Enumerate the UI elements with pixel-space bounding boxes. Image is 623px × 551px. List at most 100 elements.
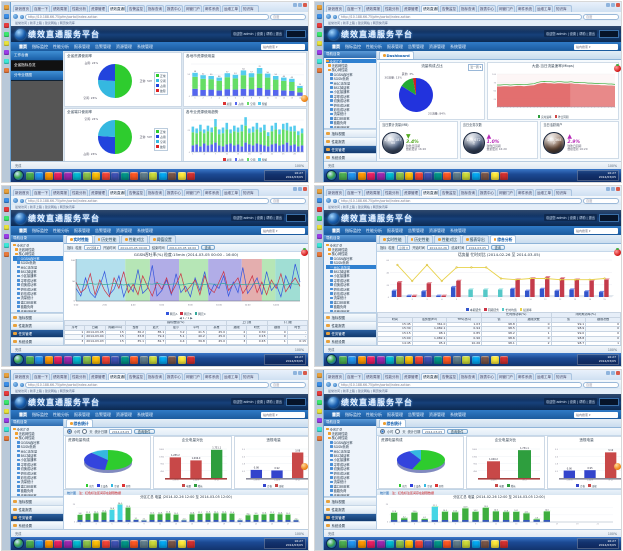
nav-item[interactable]: 首页 (19, 411, 27, 417)
taskbar-app-icon[interactable] (149, 539, 157, 548)
nav-search-select[interactable]: 站内搜索 ▾ (261, 411, 305, 418)
start-date-input[interactable]: 2014-02-26 (426, 245, 450, 250)
url-input[interactable]: http://10.188.66.75/pfm/portal/index.act… (338, 13, 582, 20)
tree-item[interactable]: 短信成功率 (13, 471, 63, 475)
bookmarks-bar[interactable]: 最常访问 | 新手上路 | 建议网站 | 网页快讯库 (11, 389, 308, 394)
bookmarks-bar[interactable]: 最常访问 | 新手上路 | 建议网站 | 网页快讯库 (11, 21, 308, 26)
tree-item[interactable]: 端口利用率 (326, 300, 376, 304)
content-tab[interactable]: 综合分析 (489, 235, 517, 243)
close-button[interactable] (303, 187, 307, 191)
taskbar-app-icon[interactable] (433, 539, 442, 548)
taskbar-app-icon[interactable] (405, 171, 413, 180)
sidebar-footer-item[interactable]: 指标视图 (324, 313, 376, 321)
browser-tab[interactable]: 新浪首页 (326, 5, 344, 12)
tree-item[interactable]: 全省汇总 (13, 243, 63, 247)
start-date-input[interactable]: 2014-03-05 00:00 (117, 245, 150, 250)
browser-tab[interactable]: 网管门户 (497, 373, 515, 380)
desktop-icon[interactable] (316, 41, 322, 46)
taskbar-app-icon[interactable] (111, 355, 119, 364)
taskbar-app-icon[interactable] (54, 355, 62, 364)
tree-item[interactable]: SGSN负荷 (326, 77, 376, 81)
browser-tab[interactable]: 资源管理 (402, 373, 420, 380)
desktop-icon[interactable] (3, 234, 9, 239)
browser-tab[interactable]: 报表中心 (478, 189, 496, 196)
nav-item[interactable]: 首页 (19, 227, 27, 233)
desktop-icon[interactable] (316, 252, 322, 257)
taskbar-app-icon[interactable] (433, 355, 442, 364)
sidebar-footer-item[interactable]: 系统设置 (11, 521, 63, 529)
tree-item[interactable]: 核心网性能 (13, 252, 63, 256)
nav-item[interactable]: 指标监控 (345, 227, 361, 233)
tree-item[interactable]: 流量统计 (326, 296, 376, 300)
taskbar-app-icon[interactable] (187, 355, 195, 364)
desktop-icon[interactable] (316, 216, 322, 221)
nav-search-select[interactable]: 站内搜索 ▾ (261, 43, 305, 50)
browser-tab[interactable]: 运维工单 (535, 373, 553, 380)
browser-tab[interactable]: 绩效直通服务平台 (108, 5, 126, 12)
desktop-icon[interactable] (316, 409, 322, 414)
nav-item[interactable]: 报表管理 (387, 411, 403, 417)
taskbar-app-icon[interactable] (424, 171, 432, 180)
tree-item[interactable]: 流量统计 (13, 296, 63, 300)
tree-item[interactable]: 传输误码率 (326, 125, 376, 128)
desktop-icon[interactable] (3, 427, 9, 432)
browser-tab[interactable]: 网管门户 (184, 5, 202, 12)
minimize-button[interactable] (606, 371, 610, 375)
tree-item[interactable]: 寻呼成功率 (326, 278, 376, 283)
desktop-icon[interactable] (316, 68, 322, 73)
start-button[interactable] (13, 354, 24, 365)
period-select[interactable]: 15分钟 ▾ (83, 245, 102, 250)
close-button[interactable] (616, 187, 620, 191)
sidebar-footer-item[interactable]: 任务管理 (324, 513, 376, 521)
desktop-icon[interactable] (316, 400, 322, 405)
desktop-icon[interactable] (316, 243, 322, 248)
taskbar-app-icon[interactable] (35, 355, 43, 364)
taskbar-app-icon[interactable] (462, 539, 470, 548)
tree-item[interactable]: 切换成功率 (326, 467, 376, 471)
desktop-icon[interactable] (3, 436, 9, 441)
taskbar-app-icon[interactable] (471, 539, 480, 548)
maximize-button[interactable] (611, 187, 615, 191)
content-tab[interactable]: 实时性能 (66, 235, 93, 243)
sidebar-item[interactable]: 工作台面 (11, 51, 63, 61)
header-quick-box[interactable] (599, 214, 619, 222)
end-date-input[interactable]: 2014-03-05 16:00 (166, 245, 199, 250)
taskbar-app-icon[interactable] (92, 539, 100, 548)
taskbar-app-icon[interactable] (338, 171, 347, 180)
back-icon[interactable] (13, 382, 18, 387)
desktop-icon[interactable] (316, 207, 322, 212)
taskbar-app-icon[interactable] (82, 539, 91, 548)
taskbar-app-icon[interactable] (73, 539, 81, 548)
browser-tab[interactable]: 性能分析 (383, 5, 401, 12)
nav-item[interactable]: 系统管理 (137, 227, 153, 233)
desktop-icon[interactable] (316, 436, 322, 441)
taskbar-app-icon[interactable] (386, 539, 394, 548)
taskbar-app-icon[interactable] (348, 355, 356, 364)
tree-item[interactable]: SGSN负荷 (326, 445, 376, 449)
tree-item[interactable]: 小区接通率 (326, 458, 376, 462)
taskbar-app-icon[interactable] (395, 539, 404, 548)
browser-tab[interactable]: 百度一下 (32, 373, 50, 380)
taskbar-app-icon[interactable] (168, 355, 176, 364)
taskbar-app-icon[interactable] (82, 171, 91, 180)
tree-item[interactable]: GGSN吞吐率 (326, 256, 376, 261)
nav-item[interactable]: 首页 (332, 227, 340, 233)
taskbar-app-icon[interactable] (386, 171, 394, 180)
taskbar-app-icon[interactable] (500, 539, 508, 548)
search-input[interactable]: 百度 (583, 381, 619, 388)
taskbar-app-icon[interactable] (443, 171, 451, 180)
edge-badge-berry-icon[interactable] (614, 247, 621, 256)
taskbar-app-icon[interactable] (348, 539, 356, 548)
browser-tab[interactable]: 运维工单 (222, 5, 240, 12)
content-tab[interactable]: 综合统计 (66, 419, 93, 427)
taskbar-app-icon[interactable] (471, 171, 480, 180)
table-row[interactable]: 14:45 95.2 10.26 98.1 2 98.7 1 (377, 340, 621, 345)
tree-item[interactable]: SGSN负荷 (13, 445, 63, 449)
tree-item[interactable]: 寻呼成功率 (13, 462, 63, 467)
taskbar-app-icon[interactable] (44, 171, 53, 180)
desktop-icon[interactable] (316, 373, 322, 378)
taskbar-app-icon[interactable] (92, 171, 100, 180)
taskbar-app-icon[interactable] (357, 539, 366, 548)
forward-icon[interactable] (19, 14, 24, 19)
tree-item[interactable]: 核心网性能 (13, 436, 63, 440)
